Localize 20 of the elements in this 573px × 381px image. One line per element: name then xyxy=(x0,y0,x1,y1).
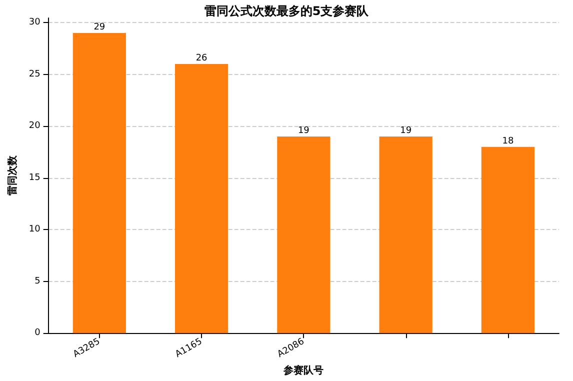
data-label: 29 xyxy=(94,22,106,33)
chart-title: 雷同公式次数最多的5支参赛队 xyxy=(204,4,370,18)
bar xyxy=(72,33,126,334)
y-tick-label: 15 xyxy=(28,172,40,183)
y-tick-label: 5 xyxy=(34,276,40,286)
bar xyxy=(379,136,432,334)
bar xyxy=(277,136,330,334)
y-tick-label: 10 xyxy=(28,224,41,235)
bar xyxy=(481,146,534,334)
data-label: 18 xyxy=(502,136,514,146)
y-tick-label: 25 xyxy=(28,69,40,80)
data-label: 19 xyxy=(298,126,310,136)
y-tick-label: 20 xyxy=(28,121,41,132)
y-tick-label: 0 xyxy=(34,328,41,338)
y-axis-title: 雷同次数 xyxy=(6,154,18,196)
data-label: 19 xyxy=(400,126,412,136)
data-label: 26 xyxy=(196,54,208,64)
x-axis-title: 参赛队号 xyxy=(282,364,324,376)
bar xyxy=(174,64,228,334)
y-tick-label: 30 xyxy=(28,18,41,28)
